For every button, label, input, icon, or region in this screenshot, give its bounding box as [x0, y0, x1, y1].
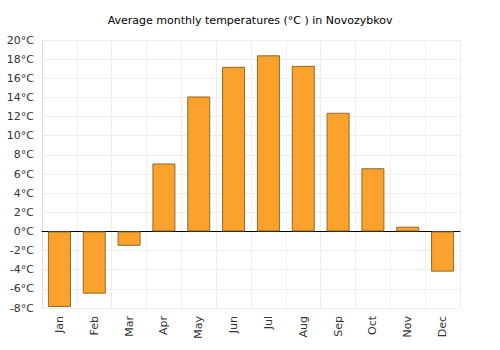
svg-text:Nov: Nov — [401, 316, 414, 338]
svg-text:Sep: Sep — [332, 316, 345, 337]
svg-text:6°C: 6°C — [14, 168, 34, 181]
svg-text:12°C: 12°C — [7, 110, 34, 123]
svg-text:20°C: 20°C — [7, 34, 34, 47]
svg-text:4°C: 4°C — [14, 187, 34, 200]
svg-text:Average monthly temperatures (: Average monthly temperatures (°C ) in No… — [108, 14, 393, 27]
svg-text:-6°C: -6°C — [10, 282, 34, 295]
svg-text:Dec: Dec — [436, 316, 449, 337]
svg-text:2°C: 2°C — [14, 206, 34, 219]
svg-text:18°C: 18°C — [7, 53, 34, 66]
svg-text:Oct: Oct — [366, 315, 379, 335]
svg-text:Feb: Feb — [88, 316, 101, 335]
svg-text:Jan: Jan — [53, 316, 66, 334]
svg-text:0°C: 0°C — [14, 225, 34, 238]
svg-text:Aug: Aug — [297, 316, 310, 337]
svg-text:-8°C: -8°C — [10, 302, 34, 315]
svg-text:Jun: Jun — [227, 316, 240, 334]
svg-text:10°C: 10°C — [7, 129, 34, 142]
svg-text:8°C: 8°C — [14, 148, 34, 161]
svg-text:Apr: Apr — [157, 316, 170, 336]
svg-text:16°C: 16°C — [7, 72, 34, 85]
svg-text:Mar: Mar — [123, 316, 136, 337]
svg-text:-2°C: -2°C — [10, 244, 34, 257]
svg-text:May: May — [192, 316, 205, 339]
svg-text:-4°C: -4°C — [10, 263, 34, 276]
svg-text:14°C: 14°C — [7, 91, 34, 104]
svg-text:Jul: Jul — [262, 316, 275, 330]
